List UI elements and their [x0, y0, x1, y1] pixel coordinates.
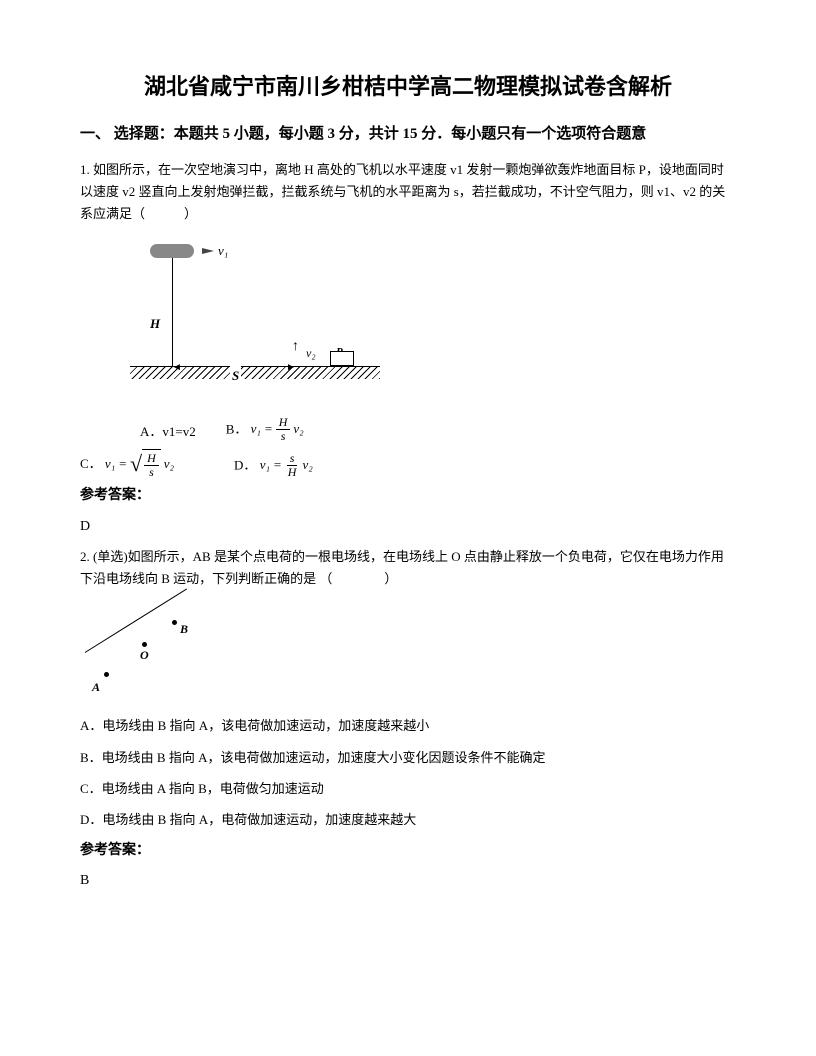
- page-title: 湖北省咸宁市南川乡柑桔中学高二物理模拟试卷含解析: [80, 72, 736, 103]
- target-box: [330, 351, 354, 366]
- ground-hatch: [130, 367, 380, 379]
- option-a: A．v1=v2: [140, 422, 196, 443]
- s-arrow-right: ►: [286, 360, 296, 376]
- question-1-text: 1. 如图所示，在一次空地演习中，离地 H 高处的飞机以水平速度 v1 发射一颗…: [80, 159, 736, 225]
- vertical-line: [172, 258, 173, 366]
- point-a-dot: [104, 672, 109, 677]
- point-b-dot: [172, 620, 177, 625]
- answer-1-value: D: [80, 516, 736, 538]
- v2-label: v₂: [306, 344, 316, 363]
- question-2-text: 2. (单选)如图所示，AB 是某个点电荷的一根电场线，在电场线上 O 点由静止…: [80, 546, 736, 590]
- question-1-diagram: v₁ H ◄ S ► ↑ v₂ P: [120, 236, 736, 406]
- v2-arrow-icon: ↑: [292, 336, 299, 358]
- option-d: D． v₁ = s H v₂: [234, 452, 313, 479]
- question-1-options-row2: C． v₁ = √ H s v₂ D． v₁ = s H: [80, 449, 736, 479]
- option-b: B． v₁ = H s v₂: [226, 416, 304, 443]
- option-c: C． v₁ = √ H s v₂: [80, 449, 174, 479]
- answer-1-label: 参考答案：: [80, 485, 736, 507]
- question-2-diagram: A O B: [80, 602, 210, 702]
- q2-option-c: C．电场线由 A 指向 B，电荷做匀加速运动: [80, 777, 736, 800]
- plane-icon: [150, 244, 194, 258]
- q2-option-b: B．电场线由 B 指向 A，该电荷做加速运动，加速度大小变化因题设条件不能确定: [80, 746, 736, 769]
- point-o-label: O: [140, 646, 149, 665]
- point-b-label: B: [180, 620, 188, 639]
- question-1-options-row1: A．v1=v2 B． v₁ = H s v₂: [140, 416, 736, 443]
- s-arrow-left: ◄: [172, 360, 182, 376]
- point-a-label: A: [92, 678, 100, 697]
- s-label: S: [230, 366, 241, 387]
- answer-2-value: B: [80, 870, 736, 892]
- section-header: 一、 选择题：本题共 5 小题，每小题 3 分，共计 15 分．每小题只有一个选…: [80, 123, 736, 146]
- v1-label: v₁: [218, 241, 228, 262]
- q2-option-d: D．电场线由 B 指向 A，电荷做加速运动，加速度越来越大: [80, 808, 736, 831]
- q2-option-a: A．电场线由 B 指向 A，该电荷做加速运动，加速度越来越小: [80, 714, 736, 737]
- h-label: H: [150, 314, 160, 335]
- answer-2-label: 参考答案：: [80, 840, 736, 862]
